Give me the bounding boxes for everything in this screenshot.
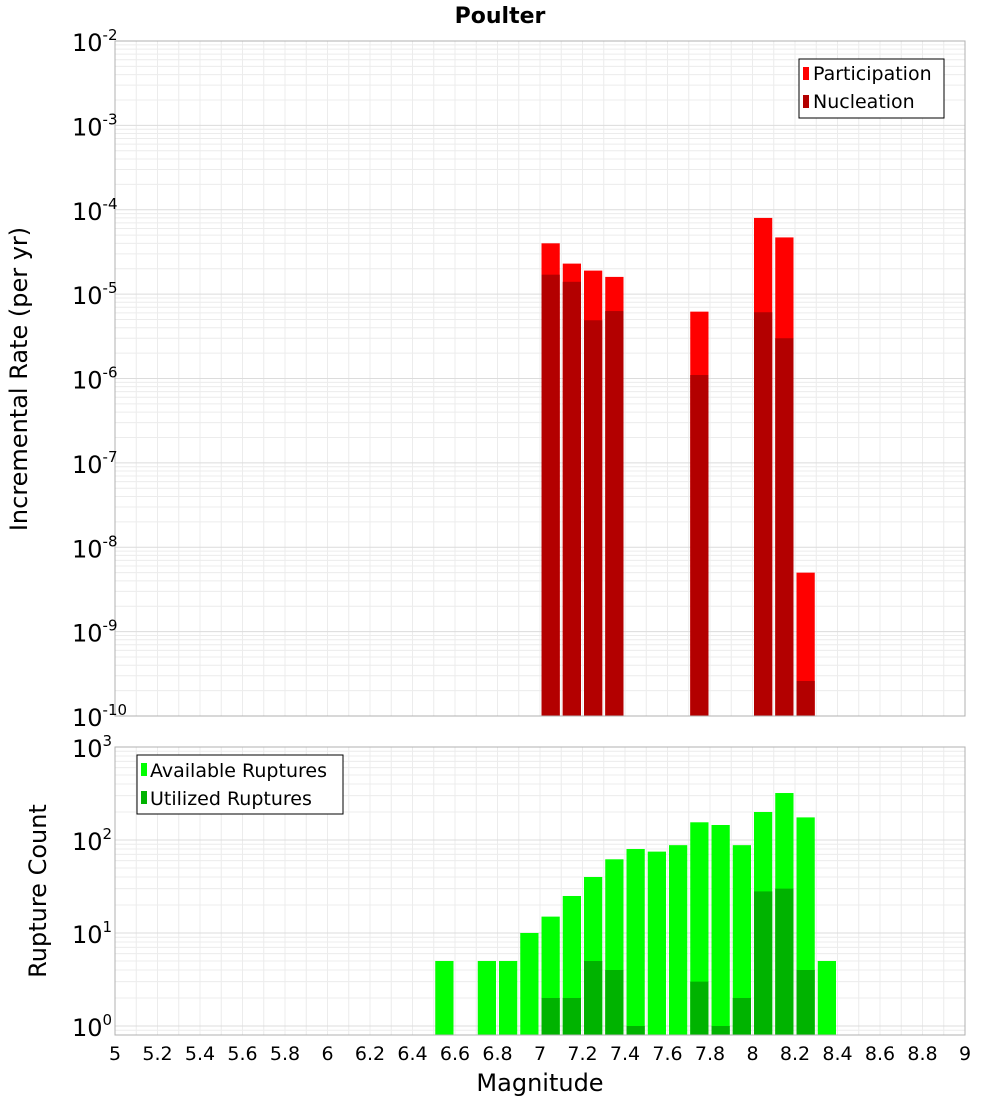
nucleation-bar [796, 680, 815, 716]
bottom-plot-frame [114, 746, 966, 1036]
x-tick-label: 6.8 [482, 1043, 512, 1065]
nucleation-bar [605, 311, 624, 716]
y-tick-label: 10-5 [72, 279, 118, 310]
x-tick-label: 6.4 [397, 1043, 427, 1065]
top-legend-box [798, 58, 945, 119]
x-tick-label: 5.4 [185, 1043, 215, 1065]
x-tick-label: 5 [109, 1043, 121, 1065]
available-ruptures-bar [435, 960, 454, 1035]
top-plot-frame [114, 40, 966, 717]
bottom-legend: Available Ruptures Utilized Ruptures [136, 754, 344, 815]
available-ruptures-bar [817, 960, 836, 1035]
utilized-ruptures-legend-label: Utilized Ruptures [150, 788, 312, 810]
bottom-y-axis-label: Rupture Count [24, 804, 52, 978]
bottom-legend-box [136, 754, 344, 815]
utilized-ruptures-bar [775, 888, 794, 1035]
nucleation-bar [754, 312, 773, 716]
nucleation-bar [541, 274, 560, 716]
x-tick-label: 7.2 [567, 1043, 597, 1065]
nucleation-legend-label: Nucleation [813, 91, 915, 113]
available-ruptures-bar [711, 824, 730, 1035]
nucleation-bar [562, 281, 581, 716]
participation-legend-label: Participation [813, 63, 932, 85]
nucleation-bar [775, 338, 794, 716]
y-tick-label: 10-6 [72, 364, 118, 395]
y-tick-label: 10-3 [72, 110, 118, 141]
available-ruptures-swatch [141, 763, 147, 776]
available-ruptures-bar [477, 960, 496, 1035]
y-tick-label: 10-8 [72, 532, 118, 563]
available-ruptures-bar [732, 845, 751, 1035]
utilized-ruptures-bar [541, 997, 560, 1035]
nucleation-bar [690, 375, 709, 716]
top-y-tick-labels: 10-10 10-9 10-8 10-7 10-6 10-5 10-4 10-3 10-2 [72, 26, 127, 732]
utilized-ruptures-bar [626, 1025, 645, 1035]
y-tick-label: 10-2 [72, 26, 118, 57]
top-legend: Participation Nucleation [798, 58, 945, 119]
x-tick-label: 6.2 [355, 1043, 385, 1065]
utilized-ruptures-bar [754, 891, 773, 1035]
utilized-ruptures-bar [690, 981, 709, 1035]
x-tick-label: 7 [534, 1043, 546, 1065]
top-gridlines [114, 40, 966, 717]
y-tick-label: 102 [72, 825, 112, 856]
x-tick-label: 5.8 [270, 1043, 300, 1065]
participation-bar [796, 572, 815, 716]
x-tick-label: 8.4 [822, 1043, 852, 1065]
utilized-ruptures-bar [584, 960, 603, 1035]
available-ruptures-legend-label: Available Ruptures [150, 760, 327, 782]
x-tick-label: 7.6 [652, 1043, 682, 1065]
bottom-bars [435, 793, 836, 1035]
x-axis-label: Magnitude [476, 1069, 603, 1097]
x-tick-label: 9 [959, 1043, 971, 1065]
y-tick-label: 101 [72, 918, 112, 949]
x-tick-labels: 5 5.2 5.4 5.6 5.8 6 6.2 6.4 6.6 6.8 7 7.2 7.4 7.6 7.8 8… [109, 1043, 971, 1065]
available-ruptures-bar [669, 845, 688, 1035]
y-tick-label: 103 [72, 732, 112, 763]
x-tick-label: 6.6 [440, 1043, 470, 1065]
x-tick-label: 8.6 [865, 1043, 895, 1065]
utilized-ruptures-swatch [141, 791, 147, 804]
utilized-ruptures-bar [605, 969, 624, 1035]
x-tick-label: 7.8 [695, 1043, 725, 1065]
x-tick-label: 5.6 [227, 1043, 257, 1065]
x-tick-label: 7.4 [610, 1043, 640, 1065]
top-y-axis-label: Incremental Rate (per yr) [5, 227, 33, 531]
y-tick-label: 10-4 [72, 195, 118, 226]
available-ruptures-bar [626, 849, 645, 1035]
x-tick-label: 5.2 [142, 1043, 172, 1065]
top-bars [541, 217, 815, 717]
y-tick-label: 10-7 [72, 448, 118, 479]
chart-title: Poulter [455, 4, 546, 29]
x-tick-label: 8.2 [780, 1043, 810, 1065]
y-tick-label: 10-10 [72, 701, 127, 732]
bottom-y-tick-labels: 100 101 102 103 [72, 732, 112, 1042]
available-ruptures-bar [647, 851, 666, 1035]
available-ruptures-bar [499, 960, 518, 1035]
x-tick-label: 8 [746, 1043, 758, 1065]
nucleation-bar [584, 320, 603, 716]
y-tick-label: 10-9 [72, 617, 118, 648]
participation-swatch [803, 67, 809, 80]
x-tick-label: 8.8 [907, 1043, 937, 1065]
utilized-ruptures-bar [732, 997, 751, 1035]
nucleation-swatch [803, 95, 809, 108]
x-tick-label: 6 [321, 1043, 333, 1065]
utilized-ruptures-bar [796, 969, 815, 1035]
utilized-ruptures-bar [711, 1025, 730, 1035]
y-tick-label: 100 [72, 1011, 112, 1042]
available-ruptures-bar [520, 932, 539, 1035]
utilized-ruptures-bar [562, 997, 581, 1035]
